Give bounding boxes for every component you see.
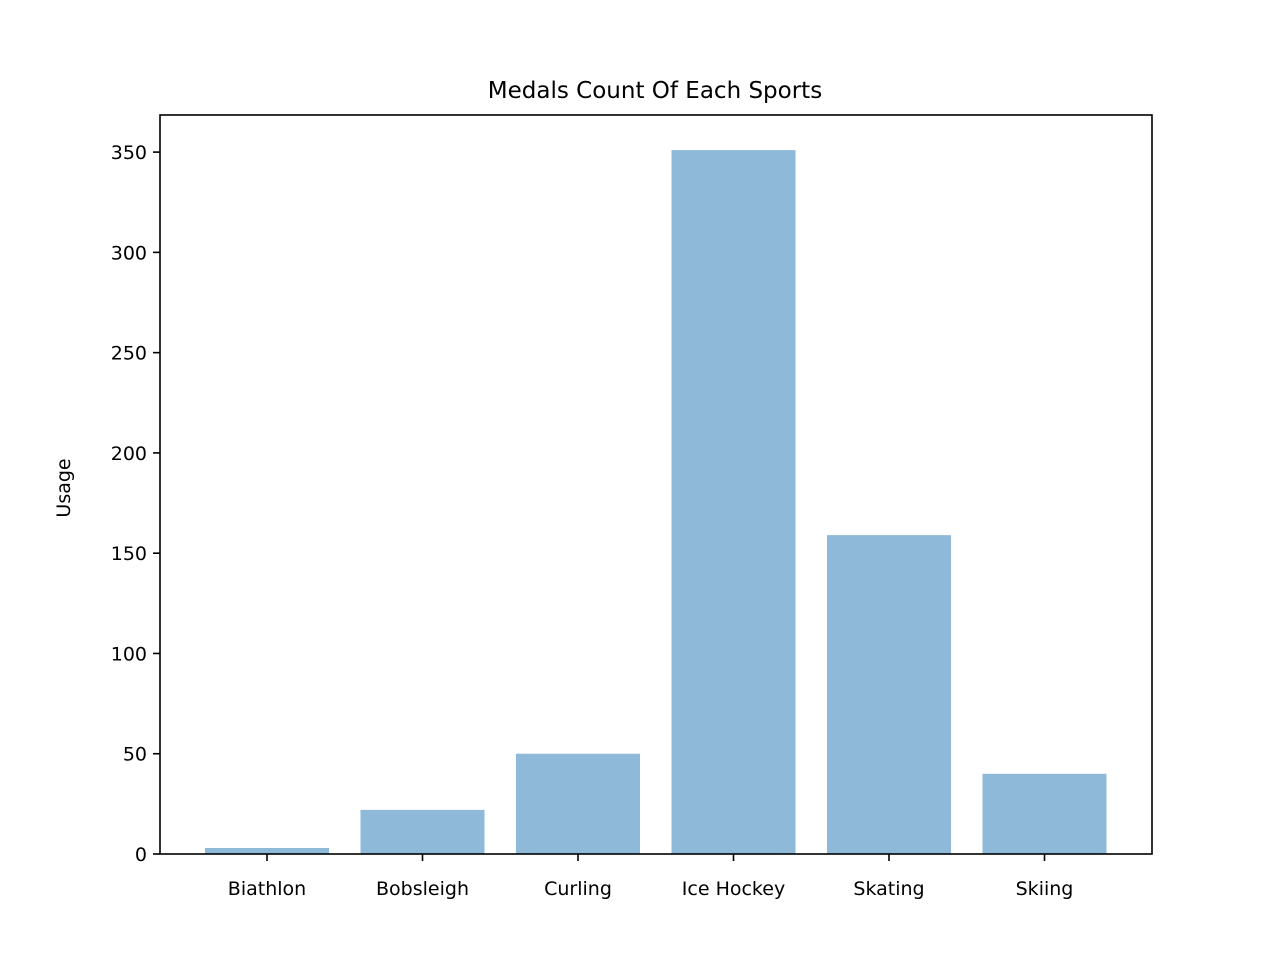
bar-curling (516, 753, 640, 854)
x-tick-label: Skating (853, 878, 924, 900)
y-tick-label: 150 (111, 543, 147, 565)
bar-biathlon (205, 847, 329, 854)
bar-bobsleigh (360, 809, 485, 854)
y-tick-label: 50 (123, 744, 147, 766)
y-tick-label: 0 (135, 844, 147, 866)
x-tick-label: Curling (544, 878, 612, 900)
bars-group (205, 150, 1107, 855)
y-tick-label: 200 (111, 443, 147, 465)
y-axis-label: Usage (53, 458, 75, 517)
y-tick-label: 250 (111, 343, 147, 365)
y-tick-label: 300 (111, 242, 147, 264)
bar-skiing (982, 773, 1107, 854)
bar-skating (827, 535, 951, 854)
y-tick-label: 100 (111, 643, 147, 665)
plot-area-frame (159, 114, 1153, 855)
x-tick-label: Biathlon (228, 878, 306, 900)
y-axis-ticks: 0 50 100 150 200 250 300 350 (111, 142, 160, 866)
bar-ice-hockey (671, 150, 796, 855)
x-axis-ticks: Biathlon Bobsleigh Curling Ice Hockey Skatin… (228, 854, 1074, 900)
x-tick-label: Ice Hockey (682, 878, 785, 900)
x-tick-label: Bobsleigh (376, 878, 469, 900)
x-tick-label: Skiing (1016, 878, 1074, 900)
chart-title: Medals Count Of Each Sports (488, 78, 822, 104)
y-tick-label: 350 (111, 142, 147, 164)
